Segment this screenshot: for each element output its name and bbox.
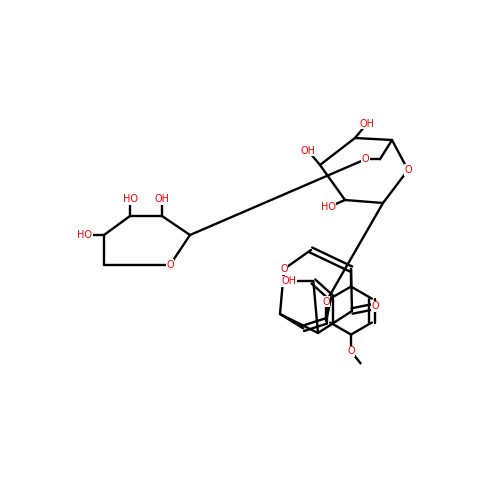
Text: OH: OH <box>154 194 170 204</box>
Text: O: O <box>372 302 380 312</box>
Text: OH: OH <box>282 276 297 286</box>
Text: O: O <box>404 165 412 175</box>
Text: O: O <box>280 264 288 274</box>
Text: O: O <box>322 297 330 307</box>
Text: OH: OH <box>300 146 316 156</box>
Text: HO: HO <box>122 194 138 204</box>
Text: O: O <box>362 154 370 164</box>
Text: O: O <box>322 297 330 307</box>
Text: OH: OH <box>360 118 374 128</box>
Text: HO: HO <box>320 202 336 212</box>
Text: O: O <box>347 346 355 356</box>
Text: O: O <box>166 260 174 270</box>
Text: HO: HO <box>78 230 92 240</box>
